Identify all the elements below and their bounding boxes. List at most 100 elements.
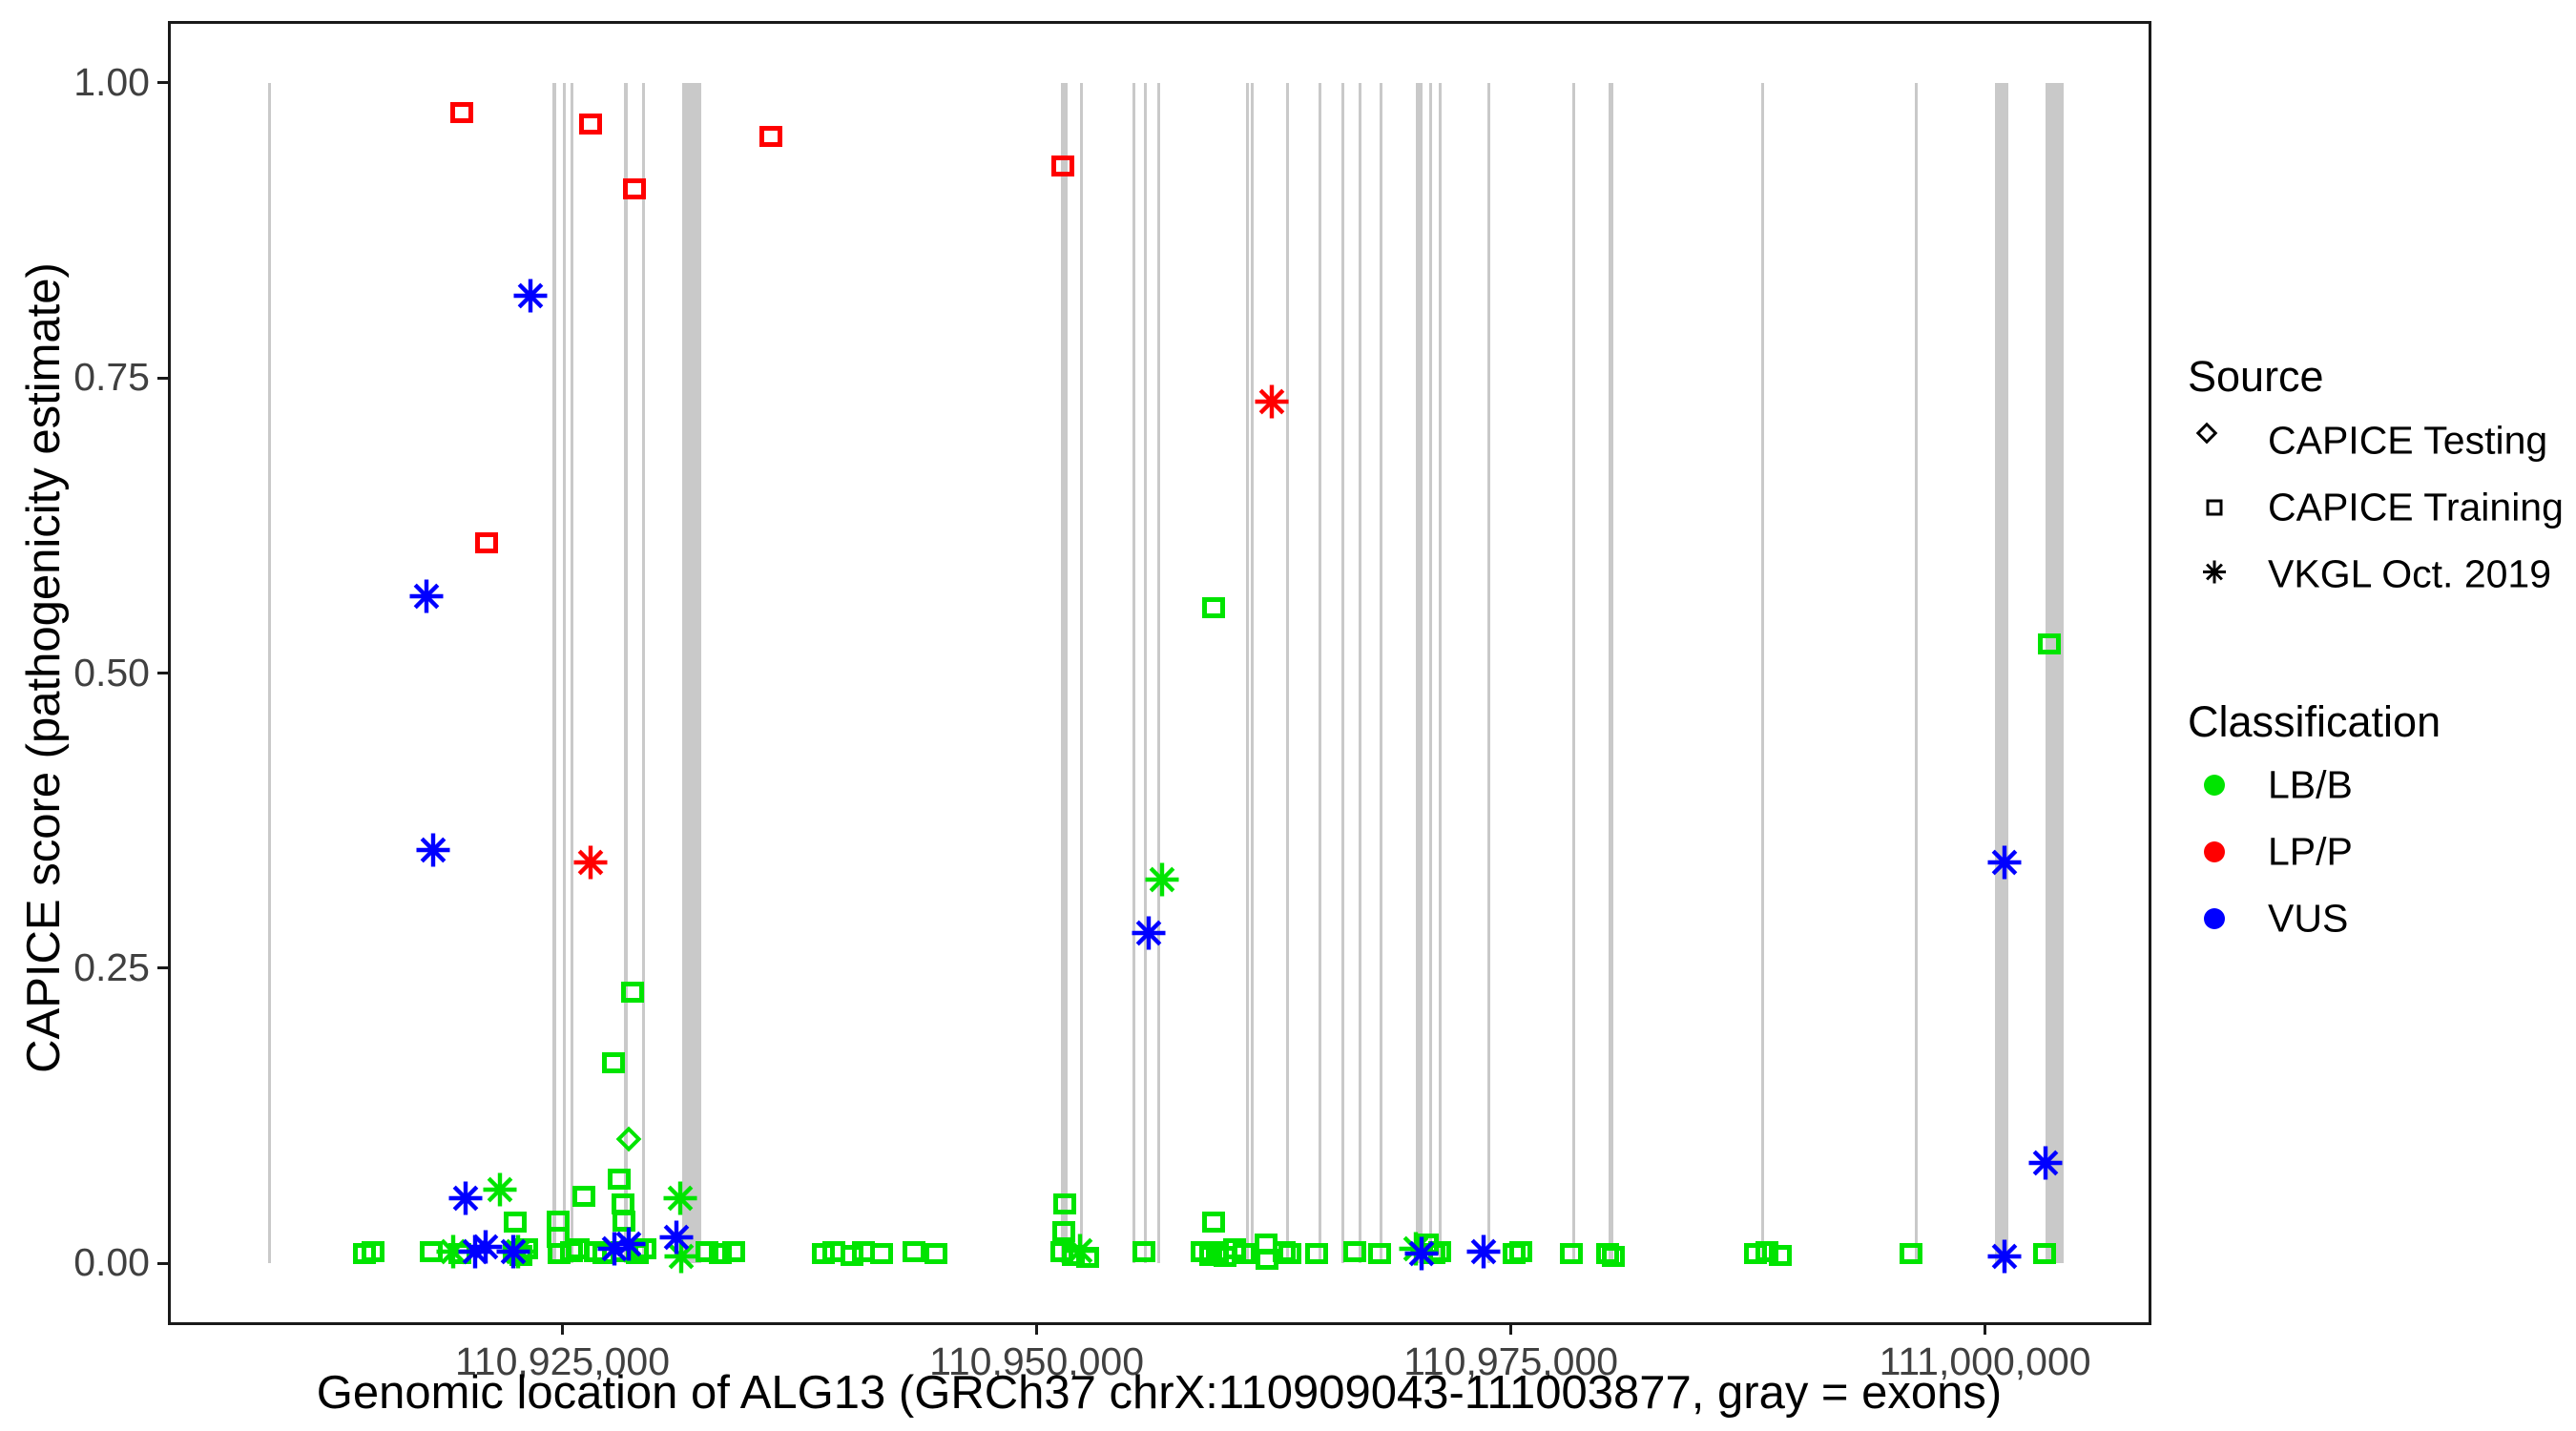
exon-bar [1319,82,1321,1264]
exon-bar [1379,82,1382,1264]
x-axis-title: Genomic location of ALG13 (GRCh37 chrX:1… [316,1367,2003,1419]
point-marker [1602,1245,1625,1267]
exon-bar [624,82,628,1264]
point-marker [658,1219,695,1255]
exon-bar [1060,82,1068,1264]
point-marker [512,278,549,314]
point-marker [1305,1243,1328,1265]
x-tick-label: 110,950,000 [929,1339,1145,1383]
point-marker [1465,1234,1502,1270]
legend-item-label: CAPICE Training [2268,485,2564,529]
point-marker [1052,1220,1076,1242]
exon-bar [1428,82,1432,1264]
y-tick-label: 0.50 [73,650,150,695]
exon-bar [1572,82,1576,1264]
point-marker [611,1226,647,1262]
y-tick-mark [157,672,170,674]
point-marker [695,1240,718,1262]
blue-dot-icon [2204,908,2225,929]
x-tick-mark [1035,1322,1039,1335]
exon-bar [2046,82,2065,1264]
point-marker [1560,1243,1584,1265]
point-marker [1986,1238,2023,1275]
exon-bar [1914,82,1918,1264]
point-marker [623,178,647,200]
red-dot-icon [2204,841,2225,862]
legend-item-lbb: LB/B [2188,758,2474,812]
legend-item-label: CAPICE Testing [2268,418,2548,463]
point-marker [662,1180,698,1216]
point-marker [1403,1235,1440,1272]
exon-bar [682,82,702,1264]
point-marker [663,1238,699,1275]
legend-item-capice-training: CAPICE Training [2188,481,2576,534]
point-marker [613,1210,636,1232]
legend-item-lpp: LP/P [2188,825,2474,879]
exon-bar [1286,82,1289,1264]
point-marker [1343,1240,1366,1262]
point-marker [2038,633,2062,654]
y-tick-mark [157,1261,170,1265]
exon-bar [570,82,573,1264]
point-marker [482,1172,518,1208]
exon-bar [1079,82,1083,1264]
point-marker [2033,1243,2057,1265]
point-marker [721,1240,745,1262]
point-marker [1986,844,2023,881]
diamond-open-icon [2195,422,2222,448]
green-dot-icon [2204,775,2225,796]
y-tick-label: 0.25 [73,944,150,989]
legend-item-label: LB/B [2268,762,2353,807]
exon-bar [1609,82,1614,1264]
x-tick-label: 111,000,000 [1879,1339,2091,1383]
y-tick-mark [157,376,170,380]
exon-bar [1359,82,1361,1264]
y-tick-label: 1.00 [73,59,150,104]
point-marker [708,1243,732,1265]
exon-bar [1144,82,1148,1264]
point-marker [1201,1211,1225,1233]
point-marker [1062,1233,1098,1269]
point-marker [447,1180,484,1216]
point-marker [1233,1243,1257,1265]
point-marker [1428,1240,1451,1262]
point-marker [361,1240,384,1262]
point-marker [572,844,609,881]
exon-bar [1340,82,1344,1264]
point-marker [1278,1243,1301,1265]
point-marker [602,1051,626,1073]
square-open-icon [2206,499,2223,516]
point-marker [924,1243,947,1265]
y-tick-mark [157,81,170,85]
point-marker [869,1243,893,1265]
point-marker [579,114,603,135]
exon-bar [551,82,556,1264]
y-tick-label: 0.75 [73,355,150,400]
x-tick-mark [1984,1322,1987,1335]
exon-bar [1994,82,2008,1264]
exon-bar [642,82,646,1264]
exon-bar [1246,82,1250,1264]
x-tick-label: 110,925,000 [455,1339,671,1383]
asterisk-icon [2202,559,2228,590]
legend-item-label: VUS [2268,896,2349,941]
point-marker [1051,155,1075,176]
exon-bar [1415,82,1423,1264]
point-marker [408,578,445,614]
point-marker [1755,1240,1778,1262]
point-marker [435,1234,471,1270]
point-marker [1202,597,1226,619]
y-tick-label: 0.00 [73,1240,150,1285]
point-marker [2027,1145,2064,1181]
point-marker [1367,1243,1391,1265]
exon-bar [1486,82,1490,1264]
legend-item-label: LP/P [2268,829,2353,874]
point-marker [1131,915,1167,951]
point-marker [902,1240,925,1262]
point-marker [621,981,645,1003]
point-marker [1144,861,1180,898]
legend-item-capice-testing: CAPICE Testing [2188,414,2576,467]
exon-bar [562,82,566,1264]
point-marker [1053,1193,1077,1215]
